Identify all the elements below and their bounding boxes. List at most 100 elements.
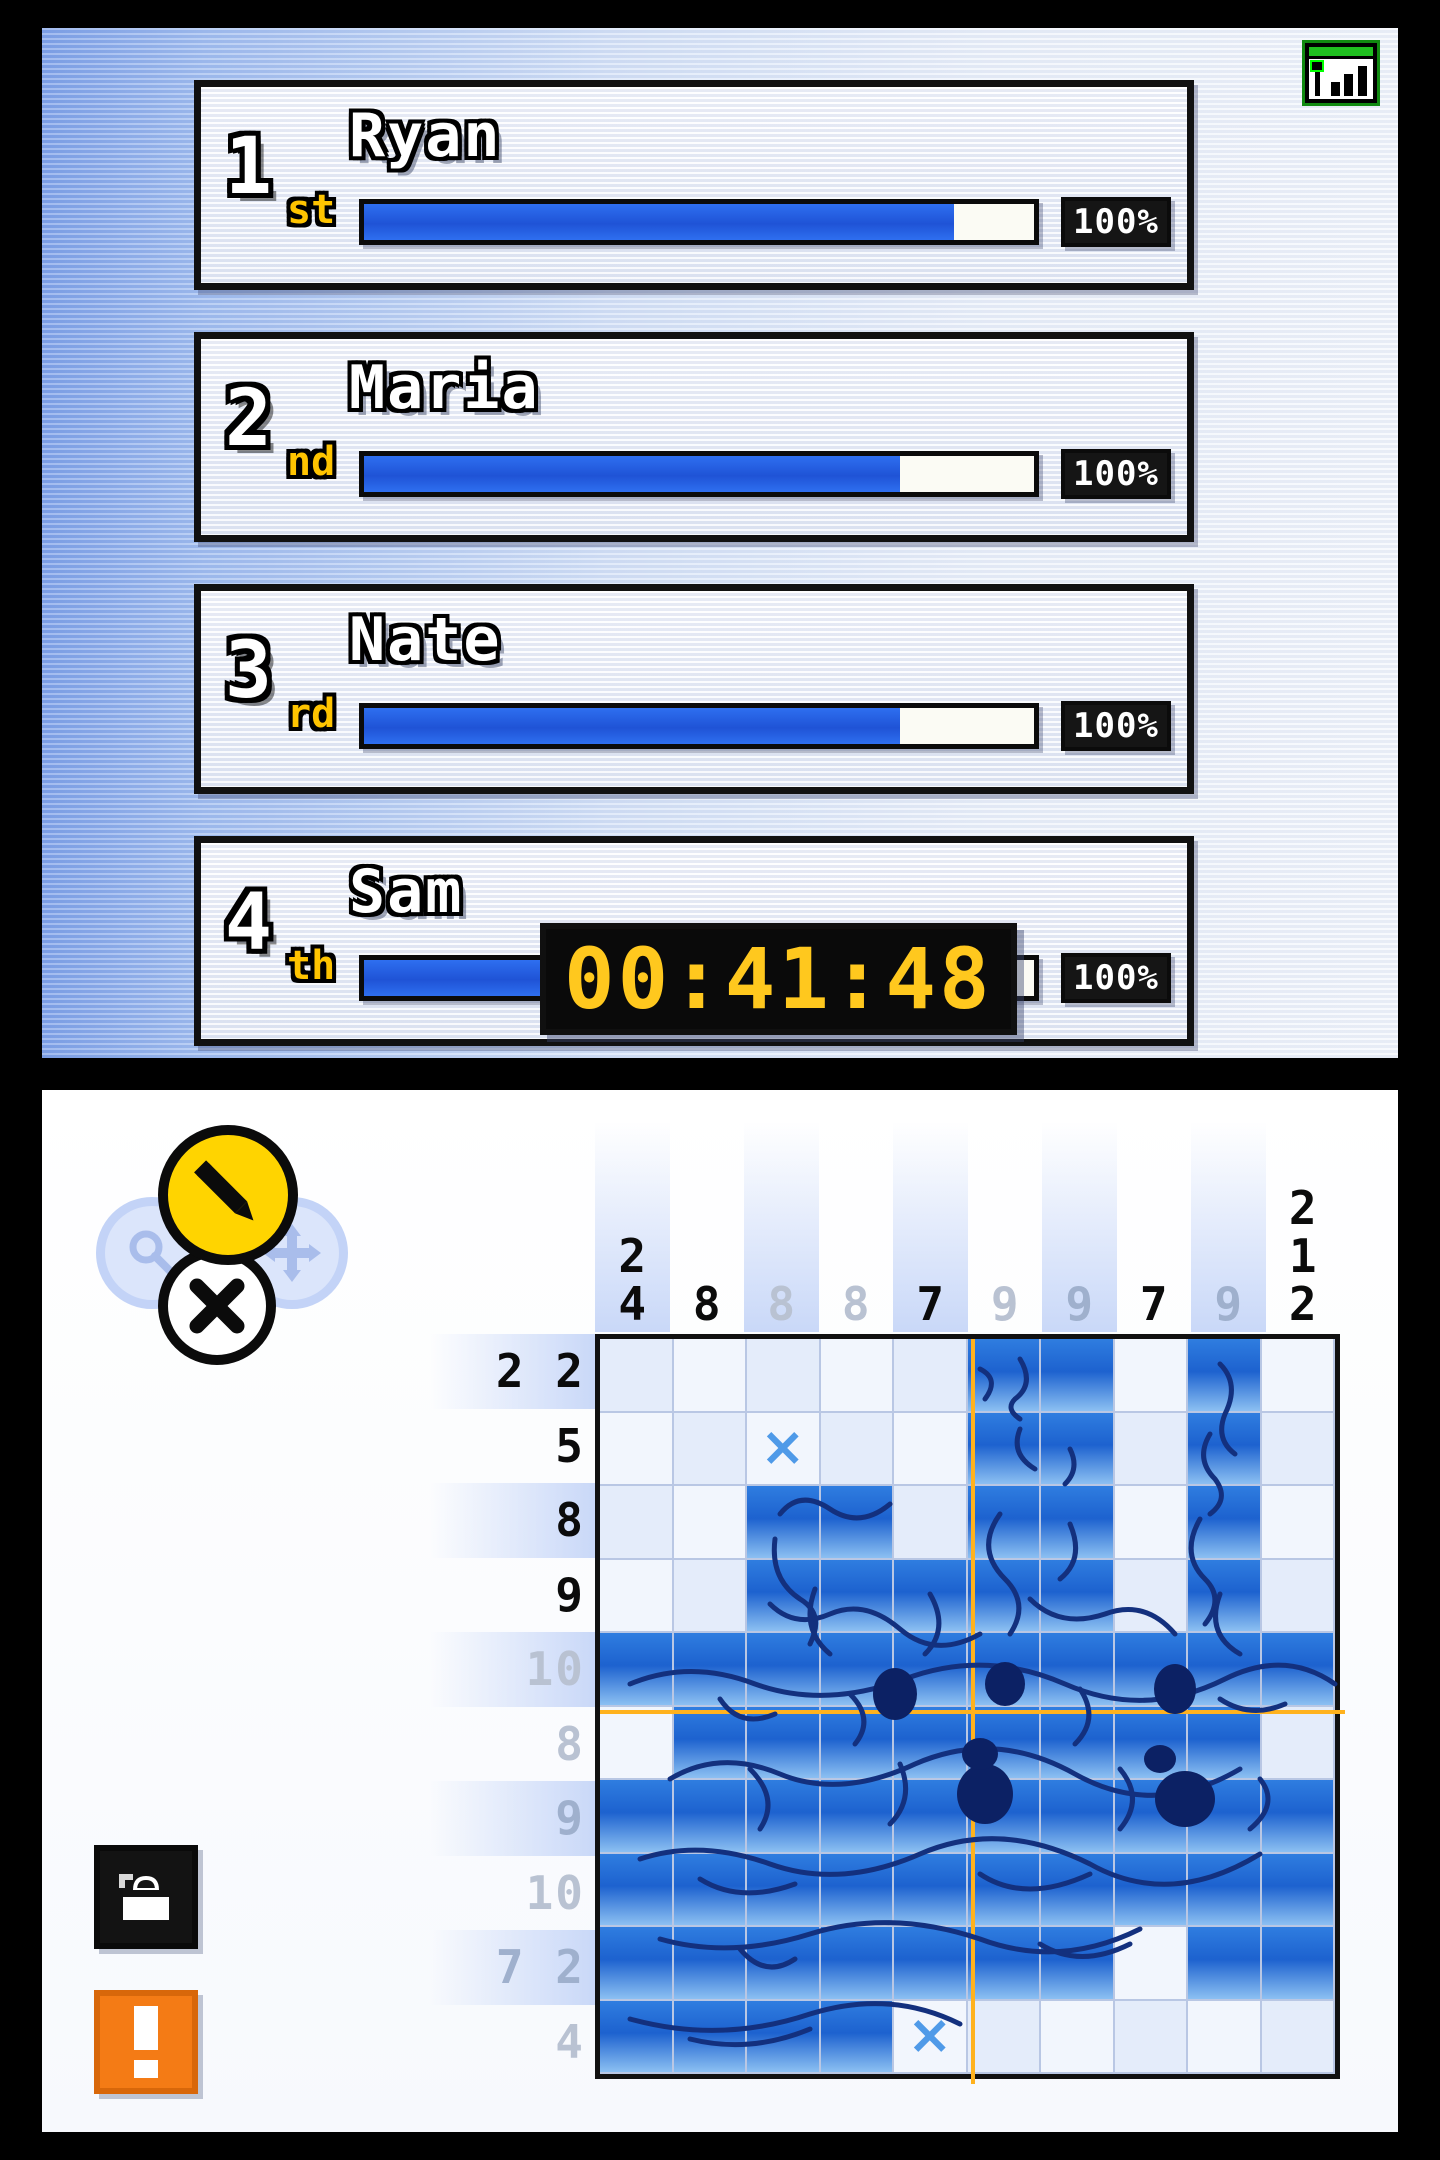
puzzle-cell[interactable] xyxy=(820,1780,894,1854)
puzzle-cell[interactable] xyxy=(1188,1412,1262,1486)
puzzle-cell[interactable] xyxy=(747,1927,821,2001)
puzzle-cell[interactable] xyxy=(1114,1633,1188,1707)
puzzle-cell[interactable] xyxy=(1188,2000,1262,2074)
puzzle-cell[interactable] xyxy=(820,1339,894,1413)
puzzle-cell[interactable] xyxy=(1261,1927,1335,2001)
puzzle-cell[interactable] xyxy=(967,1559,1041,1633)
puzzle-cell[interactable] xyxy=(600,1559,674,1633)
puzzle-cell[interactable] xyxy=(820,1559,894,1633)
puzzle-cell[interactable] xyxy=(1041,1339,1115,1413)
puzzle-cell[interactable] xyxy=(1041,1706,1115,1780)
puzzle-cell[interactable] xyxy=(894,1339,968,1413)
hint-button[interactable] xyxy=(94,1990,198,2094)
puzzle-cell[interactable] xyxy=(1114,1412,1188,1486)
puzzle-cell[interactable] xyxy=(967,1633,1041,1707)
puzzle-cell[interactable] xyxy=(1261,1412,1335,1486)
puzzle-cell[interactable] xyxy=(894,1412,968,1486)
puzzle-cell[interactable] xyxy=(1041,1559,1115,1633)
puzzle-cell[interactable] xyxy=(1188,1486,1262,1560)
puzzle-cell[interactable] xyxy=(747,1559,821,1633)
puzzle-cell[interactable] xyxy=(1114,1706,1188,1780)
puzzle-cell[interactable] xyxy=(820,1486,894,1560)
puzzle-cell[interactable] xyxy=(600,1927,674,2001)
puzzle-cell[interactable] xyxy=(1188,1339,1262,1413)
puzzle-cell[interactable] xyxy=(1041,1780,1115,1854)
puzzle-cell[interactable] xyxy=(1041,1412,1115,1486)
puzzle-cell[interactable] xyxy=(1188,1780,1262,1854)
puzzle-cell[interactable] xyxy=(820,2000,894,2074)
puzzle-cell[interactable] xyxy=(1188,1559,1262,1633)
puzzle-cell[interactable] xyxy=(1114,1339,1188,1413)
puzzle-cell[interactable] xyxy=(1261,1633,1335,1707)
puzzle-cell[interactable] xyxy=(673,1706,747,1780)
puzzle-cell[interactable] xyxy=(820,1706,894,1780)
puzzle-cell[interactable] xyxy=(894,1559,968,1633)
puzzle-cell[interactable] xyxy=(820,1412,894,1486)
cross-tool[interactable] xyxy=(158,1247,276,1365)
puzzle-cell[interactable] xyxy=(1188,1706,1262,1780)
puzzle-cell[interactable] xyxy=(1114,1927,1188,2001)
puzzle-cell[interactable] xyxy=(820,1633,894,1707)
puzzle-cell[interactable] xyxy=(967,1339,1041,1413)
puzzle-cell[interactable] xyxy=(1261,1780,1335,1854)
puzzle-cell[interactable] xyxy=(600,2000,674,2074)
puzzle-cell[interactable] xyxy=(1041,1927,1115,2001)
puzzle-cell[interactable] xyxy=(600,1339,674,1413)
puzzle-cell[interactable] xyxy=(673,1339,747,1413)
puzzle-cell[interactable] xyxy=(600,1412,674,1486)
puzzle-cell[interactable] xyxy=(1114,1486,1188,1560)
puzzle-cell[interactable] xyxy=(1041,1853,1115,1927)
puzzle-cell[interactable] xyxy=(747,1853,821,1927)
puzzle-cell[interactable] xyxy=(673,1559,747,1633)
puzzle-cell[interactable] xyxy=(967,1706,1041,1780)
puzzle-cell[interactable] xyxy=(967,2000,1041,2074)
puzzle-cell[interactable] xyxy=(747,2000,821,2074)
puzzle-cell[interactable] xyxy=(673,1486,747,1560)
puzzle-cell[interactable] xyxy=(967,1853,1041,1927)
puzzle-cell[interactable] xyxy=(894,1927,968,2001)
puzzle-cell[interactable] xyxy=(747,1780,821,1854)
puzzle-cell[interactable] xyxy=(747,1486,821,1560)
puzzle-cell[interactable] xyxy=(1261,1559,1335,1633)
puzzle-cell[interactable] xyxy=(1041,1633,1115,1707)
puzzle-cell[interactable] xyxy=(1114,1559,1188,1633)
puzzle-cell[interactable] xyxy=(673,1927,747,2001)
puzzle-cell[interactable] xyxy=(747,1706,821,1780)
puzzle-grid[interactable] xyxy=(595,1334,1345,2084)
puzzle-cell[interactable] xyxy=(600,1853,674,1927)
puzzle-cell[interactable] xyxy=(600,1780,674,1854)
puzzle-cell[interactable] xyxy=(1261,2000,1335,2074)
puzzle-cell[interactable] xyxy=(673,1853,747,1927)
puzzle-cell[interactable] xyxy=(894,1853,968,1927)
puzzle-cell[interactable] xyxy=(747,1339,821,1413)
puzzle-cell[interactable] xyxy=(1261,1853,1335,1927)
puzzle-cell[interactable] xyxy=(1041,2000,1115,2074)
puzzle-cell[interactable] xyxy=(1041,1486,1115,1560)
puzzle-cell[interactable] xyxy=(673,2000,747,2074)
puzzle-cell[interactable] xyxy=(1188,1853,1262,1927)
puzzle-cell[interactable] xyxy=(1261,1706,1335,1780)
puzzle-cell[interactable] xyxy=(894,1486,968,1560)
puzzle-cell[interactable] xyxy=(747,1412,821,1486)
puzzle-cell[interactable] xyxy=(820,1853,894,1927)
pencil-tool[interactable] xyxy=(158,1125,298,1265)
puzzle-cell[interactable] xyxy=(600,1706,674,1780)
puzzle-cell[interactable] xyxy=(894,1780,968,1854)
puzzle-cell[interactable] xyxy=(820,1927,894,2001)
puzzle-cell[interactable] xyxy=(1188,1633,1262,1707)
puzzle-cell[interactable] xyxy=(1114,1853,1188,1927)
puzzle-cell[interactable] xyxy=(673,1633,747,1707)
puzzle-cell[interactable] xyxy=(894,1633,968,1707)
puzzle-cell[interactable] xyxy=(1188,1927,1262,2001)
puzzle-cell[interactable] xyxy=(1261,1339,1335,1413)
puzzle-cell[interactable] xyxy=(1114,1780,1188,1854)
puzzle-cell[interactable] xyxy=(967,1927,1041,2001)
puzzle-cell[interactable] xyxy=(967,1780,1041,1854)
toolbox-button[interactable] xyxy=(94,1845,198,1949)
puzzle-cell[interactable] xyxy=(673,1780,747,1854)
puzzle-cell[interactable] xyxy=(600,1486,674,1560)
puzzle-cell[interactable] xyxy=(673,1412,747,1486)
puzzle-cell[interactable] xyxy=(967,1412,1041,1486)
puzzle-cell[interactable] xyxy=(894,2000,968,2074)
puzzle-cell[interactable] xyxy=(967,1486,1041,1560)
